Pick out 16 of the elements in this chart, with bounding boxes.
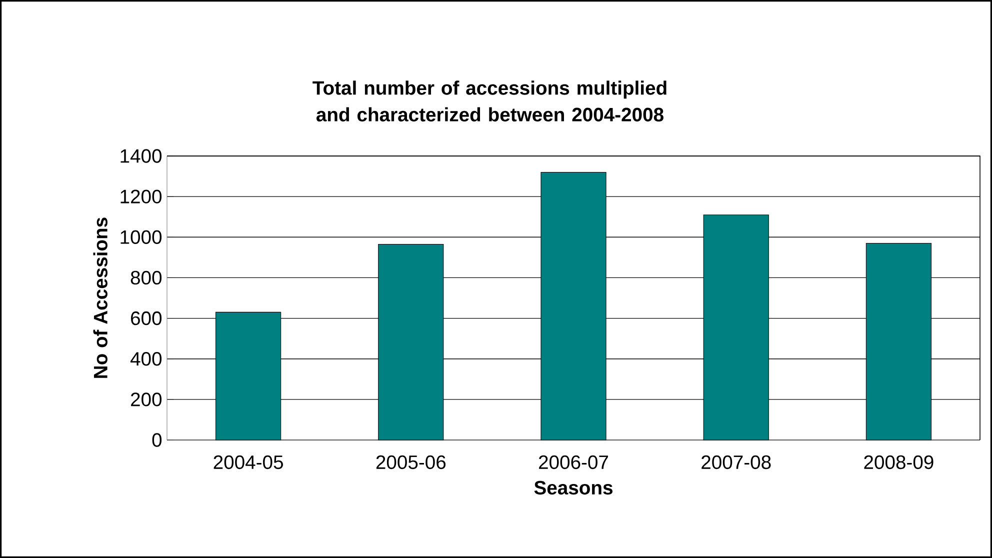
x-axis-title: Seasons [534, 480, 612, 495]
x-tick-label: 2007-08 [702, 455, 771, 470]
y-axis-title: No of Accessions [93, 218, 108, 378]
x-tick-label: 2004-05 [214, 455, 283, 470]
y-tick-label: 600 [131, 311, 162, 326]
chart-title: Total number of accessions multiplied and characterized between 2004-2008 [312, 80, 666, 122]
y-tick-label: 400 [130, 352, 162, 366]
x-tick-label: 2006-07 [539, 455, 608, 470]
y-tick-label: 0 [152, 433, 162, 447]
y-tick-label: 1200 [120, 190, 162, 204]
x-tick-label: 2008-09 [864, 455, 934, 470]
x-tick-label: 2005-06 [376, 455, 446, 470]
y-tick-label: 1000 [120, 230, 162, 244]
y-tick-label: 1400 [120, 149, 162, 163]
y-tick-label: 200 [131, 392, 162, 406]
y-tick-label: 800 [130, 270, 162, 285]
